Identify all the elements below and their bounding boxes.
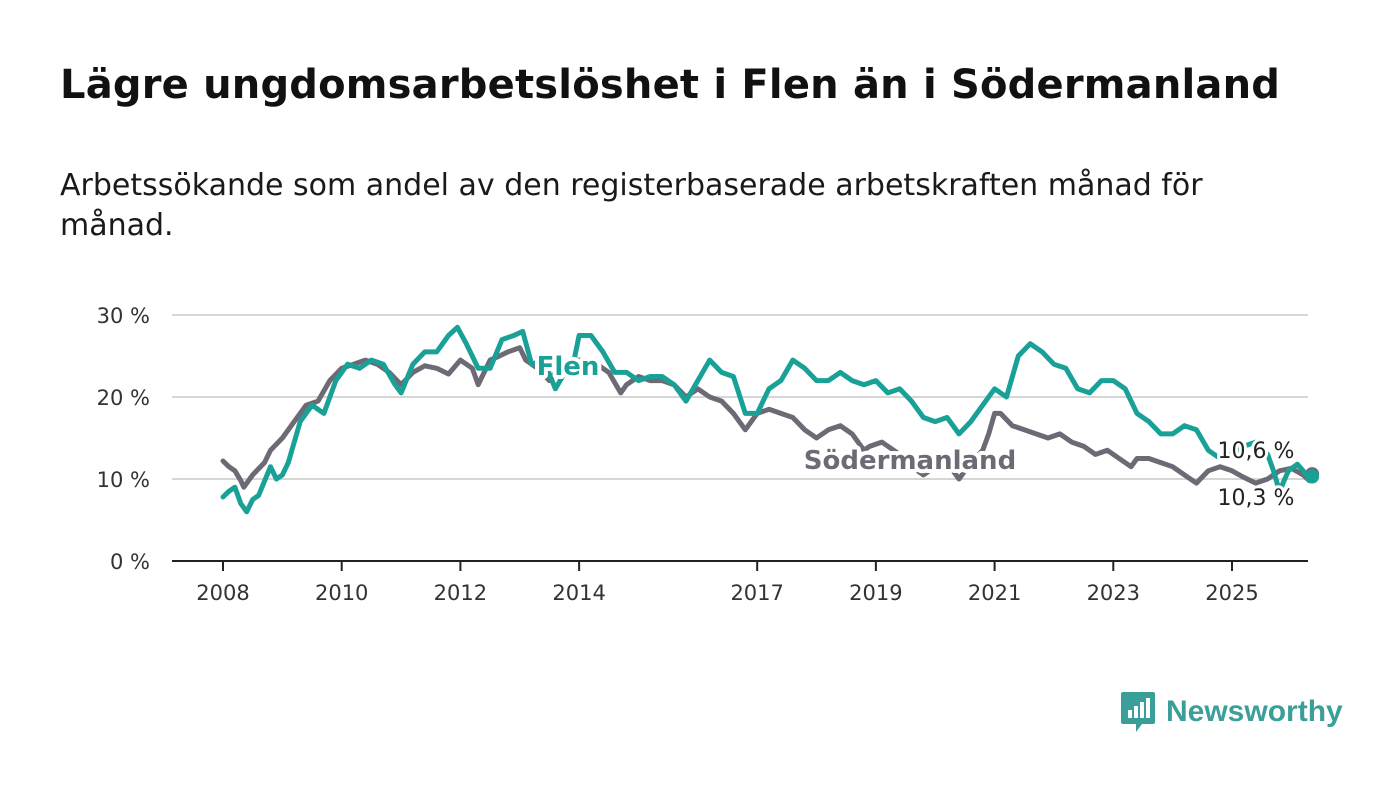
end-value-label: 10,6 % [1218,439,1295,464]
brand-name: Newsworthy [1166,695,1343,728]
x-tick-label: 2021 [968,581,1021,605]
x-tick-label: 2008 [196,581,249,605]
x-tick-label: 2025 [1205,581,1258,605]
series-label: Södermanland [804,446,1016,476]
chart-title: Lägre ungdomsarbetslöshet i Flen än i Sö… [60,62,1281,108]
brand-logo: Newsworthy [1120,690,1343,734]
series-label: Flen [537,352,600,382]
series-end-point [1305,469,1320,484]
x-tick-label: 2019 [849,581,902,605]
y-tick-label: 20 % [97,386,150,410]
x-tick-label: 2014 [552,581,605,605]
x-tick-label: 2010 [315,581,368,605]
chart-subtitle: Arbetssökande som andel av den registerb… [60,168,1203,243]
y-tick-label: 0 % [110,550,150,574]
x-tick-label: 2017 [730,581,783,605]
y-tick-label: 30 % [97,304,150,328]
x-tick-label: 2012 [434,581,487,605]
y-tick-label: 10 % [97,468,150,492]
series-line-flen [220,324,1315,515]
end-value-label: 10,3 % [1218,486,1295,511]
bar-chart-speech-bubble-icon [1121,692,1155,732]
x-tick-label: 2023 [1087,581,1140,605]
